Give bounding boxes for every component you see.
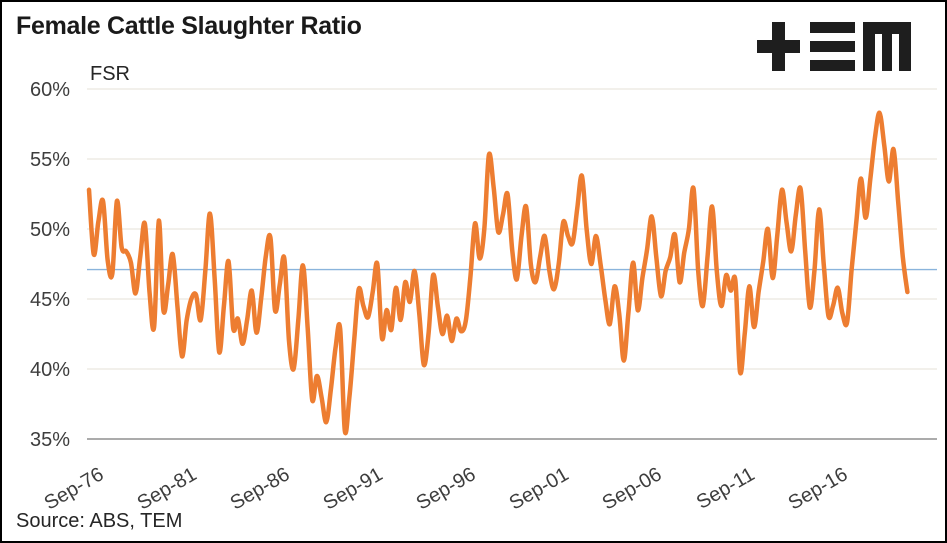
source-note: Source: ABS, TEM: [16, 510, 183, 532]
logo-bars-icon: [810, 22, 855, 71]
fsr-series-line: [86, 110, 910, 436]
y-tick-label: 60%: [30, 79, 70, 101]
x-tick-label: Sep-96: [413, 463, 480, 514]
x-tick-label: Sep-81: [134, 463, 201, 514]
y-tick-label: 50%: [30, 219, 70, 241]
series-label: FSR: [90, 63, 130, 85]
y-tick-label: 55%: [30, 149, 70, 171]
y-tick-label: 45%: [30, 289, 70, 311]
page-title: Female Cattle Slaughter Ratio: [16, 12, 362, 40]
x-tick-label: Sep-91: [320, 463, 387, 514]
y-tick-label: 40%: [30, 359, 70, 381]
logo-m-icon: [863, 22, 911, 71]
x-tick-label: Sep-86: [227, 463, 294, 514]
tem-logo: [757, 22, 911, 71]
x-tick-label: Sep-11: [693, 463, 759, 514]
logo-plus-icon: [757, 22, 800, 71]
y-tick-label: 35%: [30, 429, 70, 451]
x-tick-label: Sep-01: [506, 463, 573, 514]
x-tick-label: Sep-06: [599, 463, 666, 514]
x-tick-label: Sep-16: [785, 463, 852, 514]
x-tick-label: Sep-76: [41, 463, 108, 514]
